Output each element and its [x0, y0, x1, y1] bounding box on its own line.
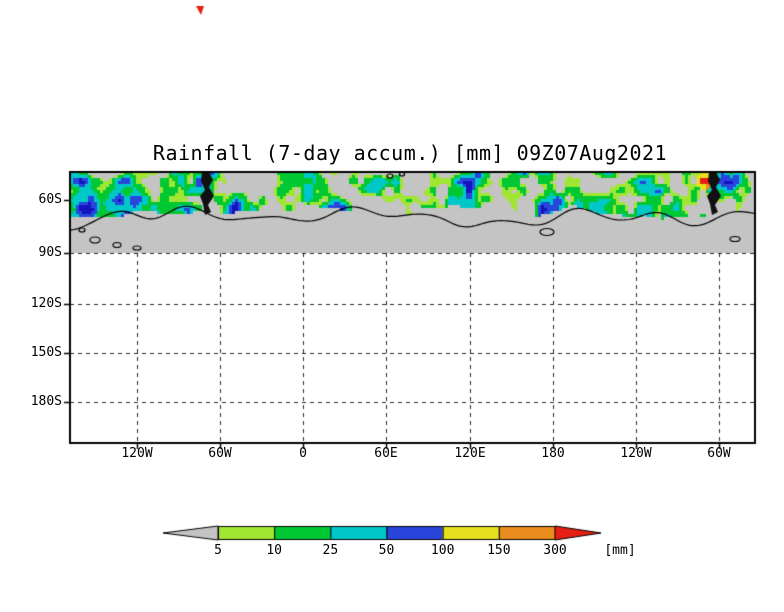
x-tick-label: 120W	[620, 446, 652, 461]
colorbar-tick-label: 10	[266, 543, 282, 558]
colorbar-unit-label: [mm]	[604, 543, 636, 558]
y-tick-label: 60S	[38, 192, 62, 207]
y-tick-label: 120S	[30, 296, 62, 311]
y-tick-label: 150S	[30, 345, 62, 360]
colorbar-tick-label: 150	[487, 543, 511, 558]
y-tick-label: 90S	[38, 245, 62, 260]
x-tick-label: 60W	[208, 446, 232, 461]
colorbar-tick-label: 50	[378, 543, 395, 558]
y-tick-label: 180S	[30, 394, 62, 409]
colorbar-tick-label: 5	[214, 543, 222, 558]
colorbar-tick-label: 25	[322, 543, 339, 558]
x-tick-label: 60W	[707, 446, 731, 461]
x-tick-label: 0	[299, 446, 307, 461]
x-tick-label: 120E	[454, 446, 486, 461]
colorbar-tick-label: 300	[543, 543, 567, 558]
x-tick-label: 120W	[121, 446, 153, 461]
colorbar-tick-label: 100	[430, 543, 455, 558]
chart-title: Rainfall (7-day accum.) [mm] 09Z07Aug202…	[152, 141, 668, 165]
x-tick-label: 180	[541, 446, 565, 461]
x-tick-label: 60E	[374, 446, 398, 461]
